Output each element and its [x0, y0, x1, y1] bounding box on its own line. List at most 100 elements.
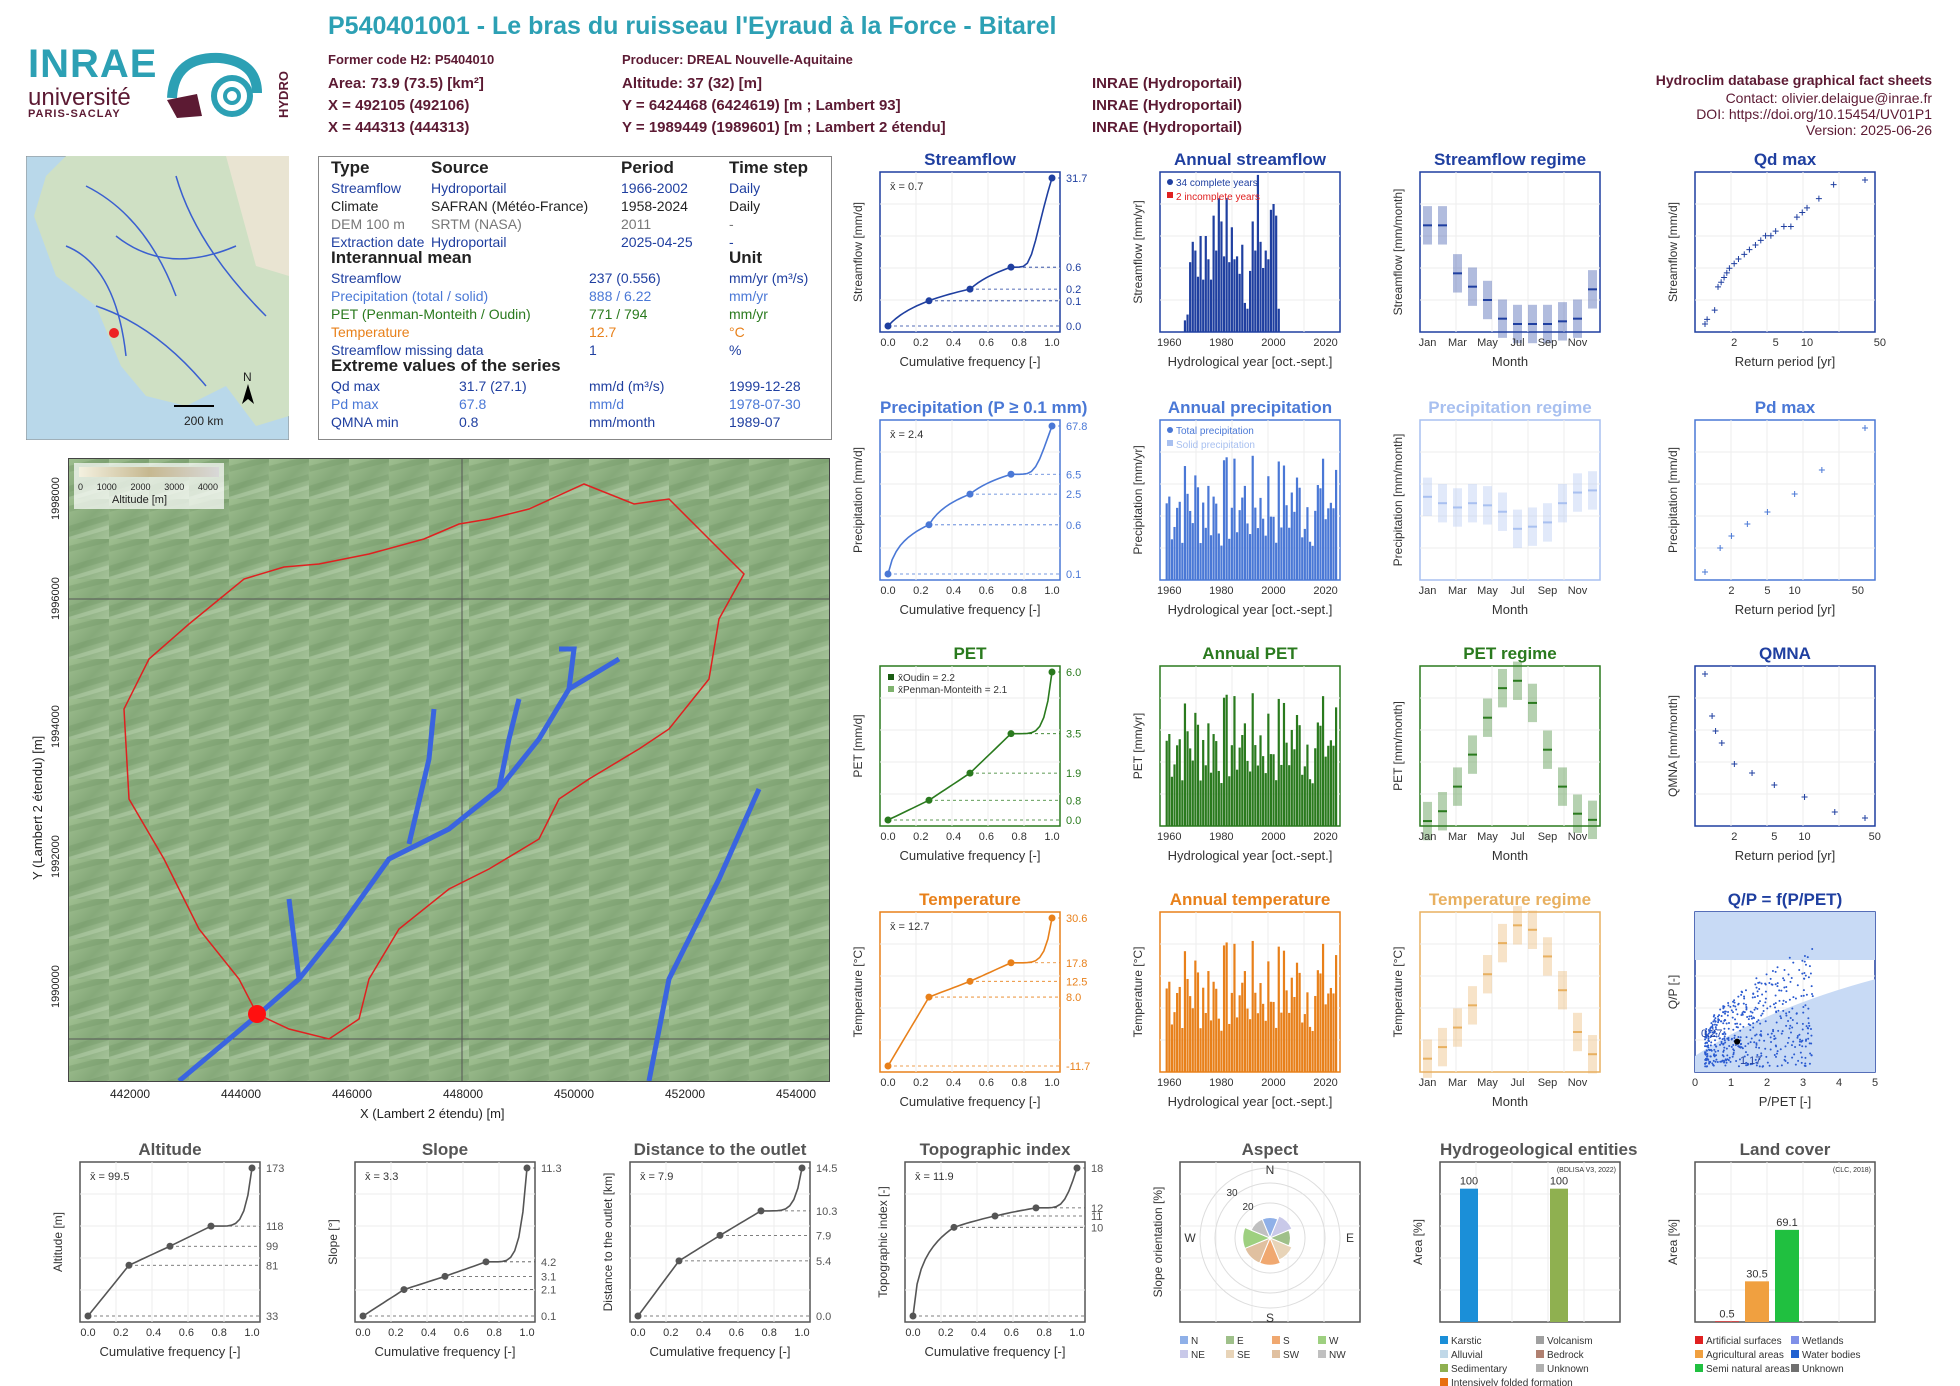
qp-point	[1761, 1012, 1764, 1015]
hydro-logo-icon	[167, 52, 262, 118]
quantile-label: 7.9	[816, 1230, 831, 1242]
qp-point	[1740, 990, 1743, 993]
qp-point	[1778, 989, 1781, 992]
panel-plot: Return period [yr] Streamflow [mm/d] 2 5 10 5…	[1666, 171, 1886, 369]
panel-plot: Return period [yr] QMNA [mm/month] 2 5 10 50	[1666, 665, 1881, 863]
qp-point	[1715, 1032, 1718, 1035]
qp-point	[1797, 1059, 1800, 1062]
annual-bar	[1204, 1012, 1207, 1072]
qp-point	[1787, 1036, 1790, 1039]
table-row-step: -	[729, 216, 734, 232]
qp-point	[1705, 1041, 1708, 1044]
qp-point	[1725, 1022, 1728, 1025]
qp-point	[1749, 1063, 1752, 1066]
annual-bar	[1225, 198, 1228, 332]
qp-point	[1795, 1012, 1798, 1015]
annual-bar	[1243, 971, 1246, 1072]
qp-annotation: 1.17	[1740, 1055, 1761, 1067]
qp-point	[1704, 1051, 1707, 1054]
qp-point	[1715, 1054, 1718, 1057]
table-row-step: -	[729, 234, 734, 250]
x-axis-label: Month	[1492, 848, 1528, 863]
panel-aspect: Aspect Slope orientation [%] N E S W 20 30 N E S W N…	[1150, 1140, 1400, 1362]
annual-bar	[1264, 535, 1267, 580]
alt-legend-title: Altitude [m]	[112, 494, 168, 506]
qp-point	[1788, 1010, 1791, 1013]
legend-label: Wetlands	[1802, 1336, 1844, 1347]
qp-point	[1718, 1014, 1721, 1017]
legend-label: Karstic	[1451, 1336, 1482, 1347]
quantile-point	[884, 570, 892, 578]
qp-point	[1760, 1052, 1763, 1055]
annual-bar	[1181, 780, 1184, 826]
annual-bar	[1243, 723, 1246, 826]
outlet-marker	[248, 1005, 266, 1023]
qp-point	[1707, 1048, 1710, 1051]
annual-bar	[1254, 507, 1257, 580]
qp-point	[1724, 1041, 1727, 1044]
annual-bar	[1293, 996, 1296, 1072]
quantile-label: 0.0	[1066, 321, 1081, 333]
qp-point	[1723, 1046, 1726, 1049]
annual-bar	[1282, 950, 1286, 1072]
qp-point	[1786, 1041, 1789, 1044]
qp-point	[1801, 959, 1804, 962]
qp-point	[1755, 1061, 1758, 1064]
qp-point	[1758, 1058, 1761, 1061]
qp-point	[1798, 969, 1801, 972]
qp-point	[1727, 1004, 1730, 1007]
panel-plot: Hydrological year [oct.-sept.] Streamflow…	[1131, 171, 1341, 369]
legend-swatch	[1440, 1336, 1448, 1344]
inter-value: 237 (0.556)	[589, 270, 661, 286]
quantile-label: 0.0	[816, 1311, 831, 1323]
return-point	[1831, 809, 1838, 815]
tick-label: 5	[1773, 337, 1779, 349]
return-point	[1862, 815, 1868, 821]
qp-point	[1760, 1030, 1763, 1033]
panel-annual_pet: Annual PET Hydrological year [oct.-sept.]…	[1130, 644, 1380, 866]
direction-label: N	[1266, 1163, 1275, 1177]
qp-point	[1730, 1038, 1733, 1041]
quantile-label: 118	[266, 1221, 284, 1233]
qp-point	[1721, 1038, 1724, 1041]
qp-point	[1782, 999, 1785, 1002]
qp-point	[1704, 1031, 1707, 1034]
tick-label: Jan	[1419, 337, 1437, 349]
plot-frame	[904, 1161, 1086, 1323]
landcover-bar	[1715, 1321, 1739, 1322]
universite-logo: université	[28, 84, 131, 111]
qp-point	[1736, 1022, 1739, 1025]
tick-label: Sep	[1538, 337, 1558, 349]
table-row-type: Streamflow	[331, 180, 402, 196]
qp-point	[1722, 1011, 1725, 1014]
quantile-label: 2.1	[541, 1285, 556, 1297]
return-point	[1735, 255, 1742, 262]
qp-point	[1746, 1015, 1749, 1018]
qp-point	[1796, 984, 1799, 987]
legend-label: Alluvial	[1451, 1350, 1483, 1361]
tick-label: 5	[1872, 1077, 1878, 1089]
qp-point	[1804, 963, 1807, 966]
tick-label: 1.0	[1044, 831, 1059, 843]
return-point	[1702, 671, 1708, 677]
qp-point	[1724, 1032, 1727, 1035]
panel-title: Pd max	[1754, 398, 1816, 417]
qp-point	[1721, 1032, 1724, 1035]
qp-point	[1745, 1036, 1748, 1039]
qp-point	[1775, 1052, 1778, 1055]
legend-marker	[1167, 440, 1173, 446]
quantile-point	[207, 1222, 215, 1230]
annual-bar	[1202, 987, 1205, 1072]
qp-point	[1743, 1055, 1746, 1058]
annual-bar	[1241, 497, 1244, 580]
qp-point	[1807, 1017, 1810, 1020]
qp-point	[1779, 1015, 1782, 1018]
quantile-point	[1048, 174, 1056, 182]
quantile-point	[1007, 959, 1015, 967]
legend-swatch	[1180, 1350, 1188, 1358]
qp-point	[1801, 1028, 1804, 1031]
panel-title: Precipitation (P ≥ 0.1 mm)	[880, 398, 1088, 417]
panel-qd_max: Qd max Return period [yr] Streamflow [mm/d…	[1665, 150, 1915, 372]
panel-plot: Cumulative frequency [-] Temperature [°C]…	[851, 911, 1090, 1109]
y-axis-label: Slope orientation [%]	[1151, 1187, 1165, 1298]
